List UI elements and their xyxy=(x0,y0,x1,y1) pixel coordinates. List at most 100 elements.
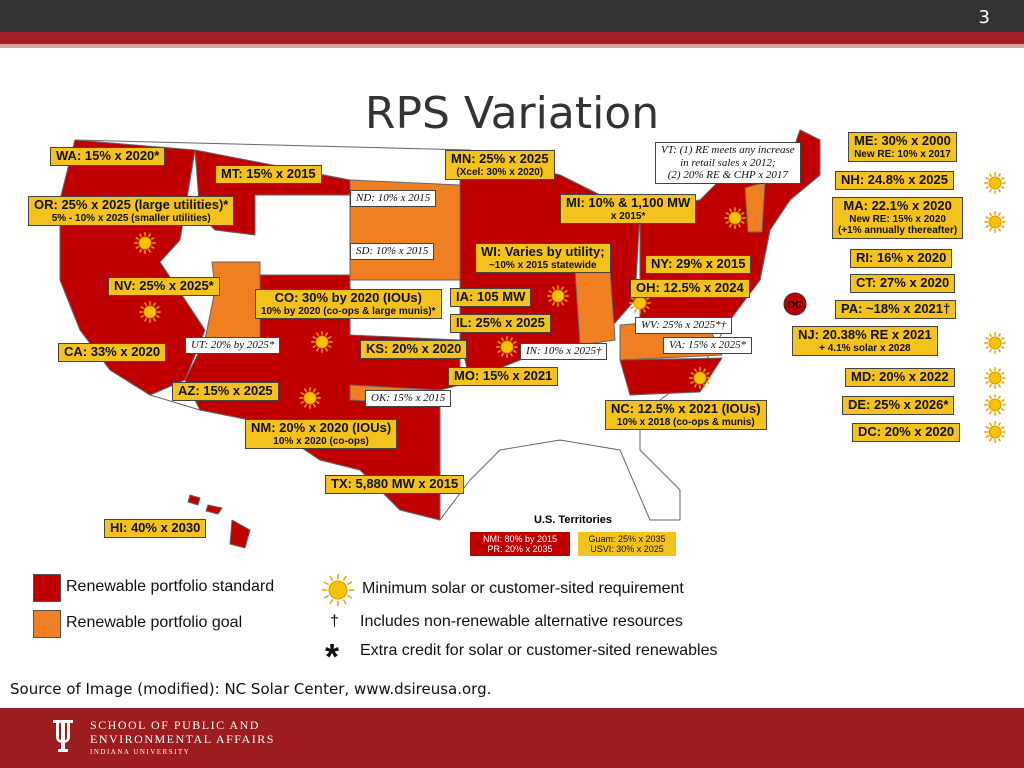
note-label: UT: 20% by 2025* xyxy=(185,337,281,354)
state-label: DE: 25% x 2026* xyxy=(842,396,955,415)
state-label: AZ: 15% x 2025 xyxy=(172,382,279,401)
state-label: MA: 22.1% x 2020 New RE: 15% x 2020 (+1% a… xyxy=(832,197,964,239)
state-label: CT: 27% x 2020 xyxy=(850,274,956,293)
state-label: NC: 12.5% x 2021 (IOUs) 10% x 2018 (co-op… xyxy=(605,400,767,431)
label-line: ND: 10% x 2015 xyxy=(356,192,431,204)
solar-icon xyxy=(984,394,1006,416)
state-label: IL: 25% x 2025 xyxy=(450,314,551,333)
label-line: CT: 27% x 2020 xyxy=(856,275,950,290)
legend-symbol: * xyxy=(325,636,340,677)
legend-text: Renewable portfolio goal xyxy=(66,614,243,631)
state-label: OH: 12.5% x 2024 xyxy=(630,279,750,298)
label-line: MI: 10% & 1,100 MW xyxy=(566,195,691,210)
label-line: MA: 22.1% x 2020 xyxy=(843,198,952,213)
slide-number: 3 xyxy=(978,7,990,28)
label-line: CO: 30% by 2020 (IOUs) xyxy=(274,290,422,305)
label-line: IL: 25% x 2025 xyxy=(456,315,545,330)
state-label: IA: 105 MW xyxy=(450,288,532,307)
state-label: NY: 29% x 2015 xyxy=(645,255,752,274)
footer-bar xyxy=(0,708,1024,768)
solar-icon xyxy=(984,332,1006,354)
label-line: NY: 29% x 2015 xyxy=(651,256,746,271)
state-label: CA: 33% x 2020 xyxy=(58,343,167,362)
state-label: KS: 20% x 2020 xyxy=(360,340,468,359)
label-line: 10% x 2018 (co-ops & munis) xyxy=(616,416,755,428)
label-line: x 2015* xyxy=(610,210,646,222)
state-region xyxy=(574,269,616,346)
label-line: KS: 20% x 2020 xyxy=(366,341,462,356)
footer-line: SCHOOL OF PUBLIC AND xyxy=(90,718,260,732)
header-stripe xyxy=(0,32,1024,44)
footer-logo xyxy=(53,720,73,752)
state-label: MO: 15% x 2021 xyxy=(448,367,559,386)
territories-standard: NMI: 80% by 2015 PR: 20% x 2035 xyxy=(470,532,570,556)
label-line: New RE: 15% x 2020 xyxy=(849,213,946,225)
label-line: NC: 12.5% x 2021 (IOUs) xyxy=(611,401,761,416)
legend-text: Minimum solar or customer-sited requirem… xyxy=(362,580,684,597)
state-region xyxy=(184,274,461,521)
solar-icon xyxy=(689,367,711,389)
label-line: DE: 25% x 2026* xyxy=(848,397,949,412)
state-label: WA: 15% x 2020* xyxy=(50,147,166,166)
state-label: NH: 24.8% x 2025 xyxy=(835,171,954,190)
solar-icon xyxy=(547,285,569,307)
solar-icon xyxy=(984,211,1006,233)
note-label: IN: 10% x 2025† xyxy=(520,343,608,360)
label-line: WI: Varies by utility; xyxy=(481,244,605,259)
solar-icon xyxy=(311,331,333,353)
label-line: NV: 25% x 2025* xyxy=(114,278,214,293)
label-line: OH: 12.5% x 2024 xyxy=(636,280,744,295)
header-bar xyxy=(0,0,1024,32)
label-line: 10% by 2020 (co-ops & large munis)* xyxy=(261,305,436,317)
footer-line: ENVIRONMENTAL AFFAIRS xyxy=(90,732,275,746)
legend-text: Renewable portfolio standard xyxy=(66,578,275,595)
label-line: IN: 10% x 2025† xyxy=(526,345,602,357)
state-label: DC: 20% x 2020 xyxy=(852,423,961,442)
label-line: + 4.1% solar x 2028 xyxy=(819,342,911,354)
state-label: MN: 25% x 2025 (Xcel: 30% x 2020) xyxy=(445,150,555,181)
state-label: ME: 30% x 2000 New RE: 10% x 2017 xyxy=(848,132,957,163)
dc-marker-circle xyxy=(783,292,807,316)
label-line: SD: 10% x 2015 xyxy=(356,245,429,257)
state-label: CO: 30% by 2020 (IOUs) 10% by 2020 (co-op… xyxy=(255,289,442,320)
state-label: PA: ~18% x 2021† xyxy=(835,300,957,319)
state-label: NV: 25% x 2025* xyxy=(108,277,220,296)
label-line: (2) 20% RE & CHP x 2017 xyxy=(667,169,788,182)
legend-text: Extra credit for solar or customer-sited… xyxy=(360,642,718,659)
label-line: MD: 20% x 2022 xyxy=(851,369,949,384)
state-label: HI: 40% x 2030 xyxy=(104,519,207,538)
territory-line: PR: 20% x 2035 xyxy=(487,544,553,554)
slide-title: RPS Variation xyxy=(364,88,660,139)
dc-marker: DC xyxy=(788,300,802,311)
label-line: IA: 105 MW xyxy=(456,289,526,304)
source-note: Source of Image (modified): NC Solar Cen… xyxy=(10,680,492,698)
label-line: WA: 15% x 2020* xyxy=(56,148,160,163)
state-label: MD: 20% x 2022 xyxy=(845,368,955,387)
state-region xyxy=(744,181,766,233)
territories-goal: Guam: 25% x 2035 USVI: 30% x 2025 xyxy=(578,532,676,556)
state-label: NM: 20% x 2020 (IOUs) 10% x 2020 (co-ops) xyxy=(245,419,398,450)
territory-line: Guam: 25% x 2035 xyxy=(588,534,666,544)
label-line: 10% x 2020 (co-ops) xyxy=(273,435,369,447)
solar-icon xyxy=(984,367,1006,389)
legend-swatch xyxy=(33,610,61,638)
label-line: NM: 20% x 2020 (IOUs) xyxy=(251,420,392,435)
label-line: AZ: 15% x 2025 xyxy=(178,383,273,398)
note-label: VT: (1) RE meets any increase in retail s… xyxy=(655,142,801,184)
solar-icon xyxy=(139,301,161,323)
solar-icon xyxy=(134,232,156,254)
state-region xyxy=(205,504,223,515)
solar-icon xyxy=(984,421,1006,443)
header-stripe xyxy=(0,44,1024,48)
solar-icon xyxy=(984,172,1006,194)
note-label: WV: 25% x 2025*† xyxy=(635,317,733,334)
state-region xyxy=(187,494,201,506)
label-line: MO: 15% x 2021 xyxy=(454,368,553,383)
label-line: DC: 20% x 2020 xyxy=(858,424,955,439)
label-line: HI: 40% x 2030 xyxy=(110,520,201,535)
footer-text: SCHOOL OF PUBLIC AND ENVIRONMENTAL AFFAIR… xyxy=(90,718,275,756)
note-label: SD: 10% x 2015 xyxy=(350,243,435,260)
state-label: TX: 5,880 MW x 2015 xyxy=(325,475,465,494)
label-line: in retail sales x 2012; xyxy=(680,156,776,169)
state-region xyxy=(204,261,261,341)
